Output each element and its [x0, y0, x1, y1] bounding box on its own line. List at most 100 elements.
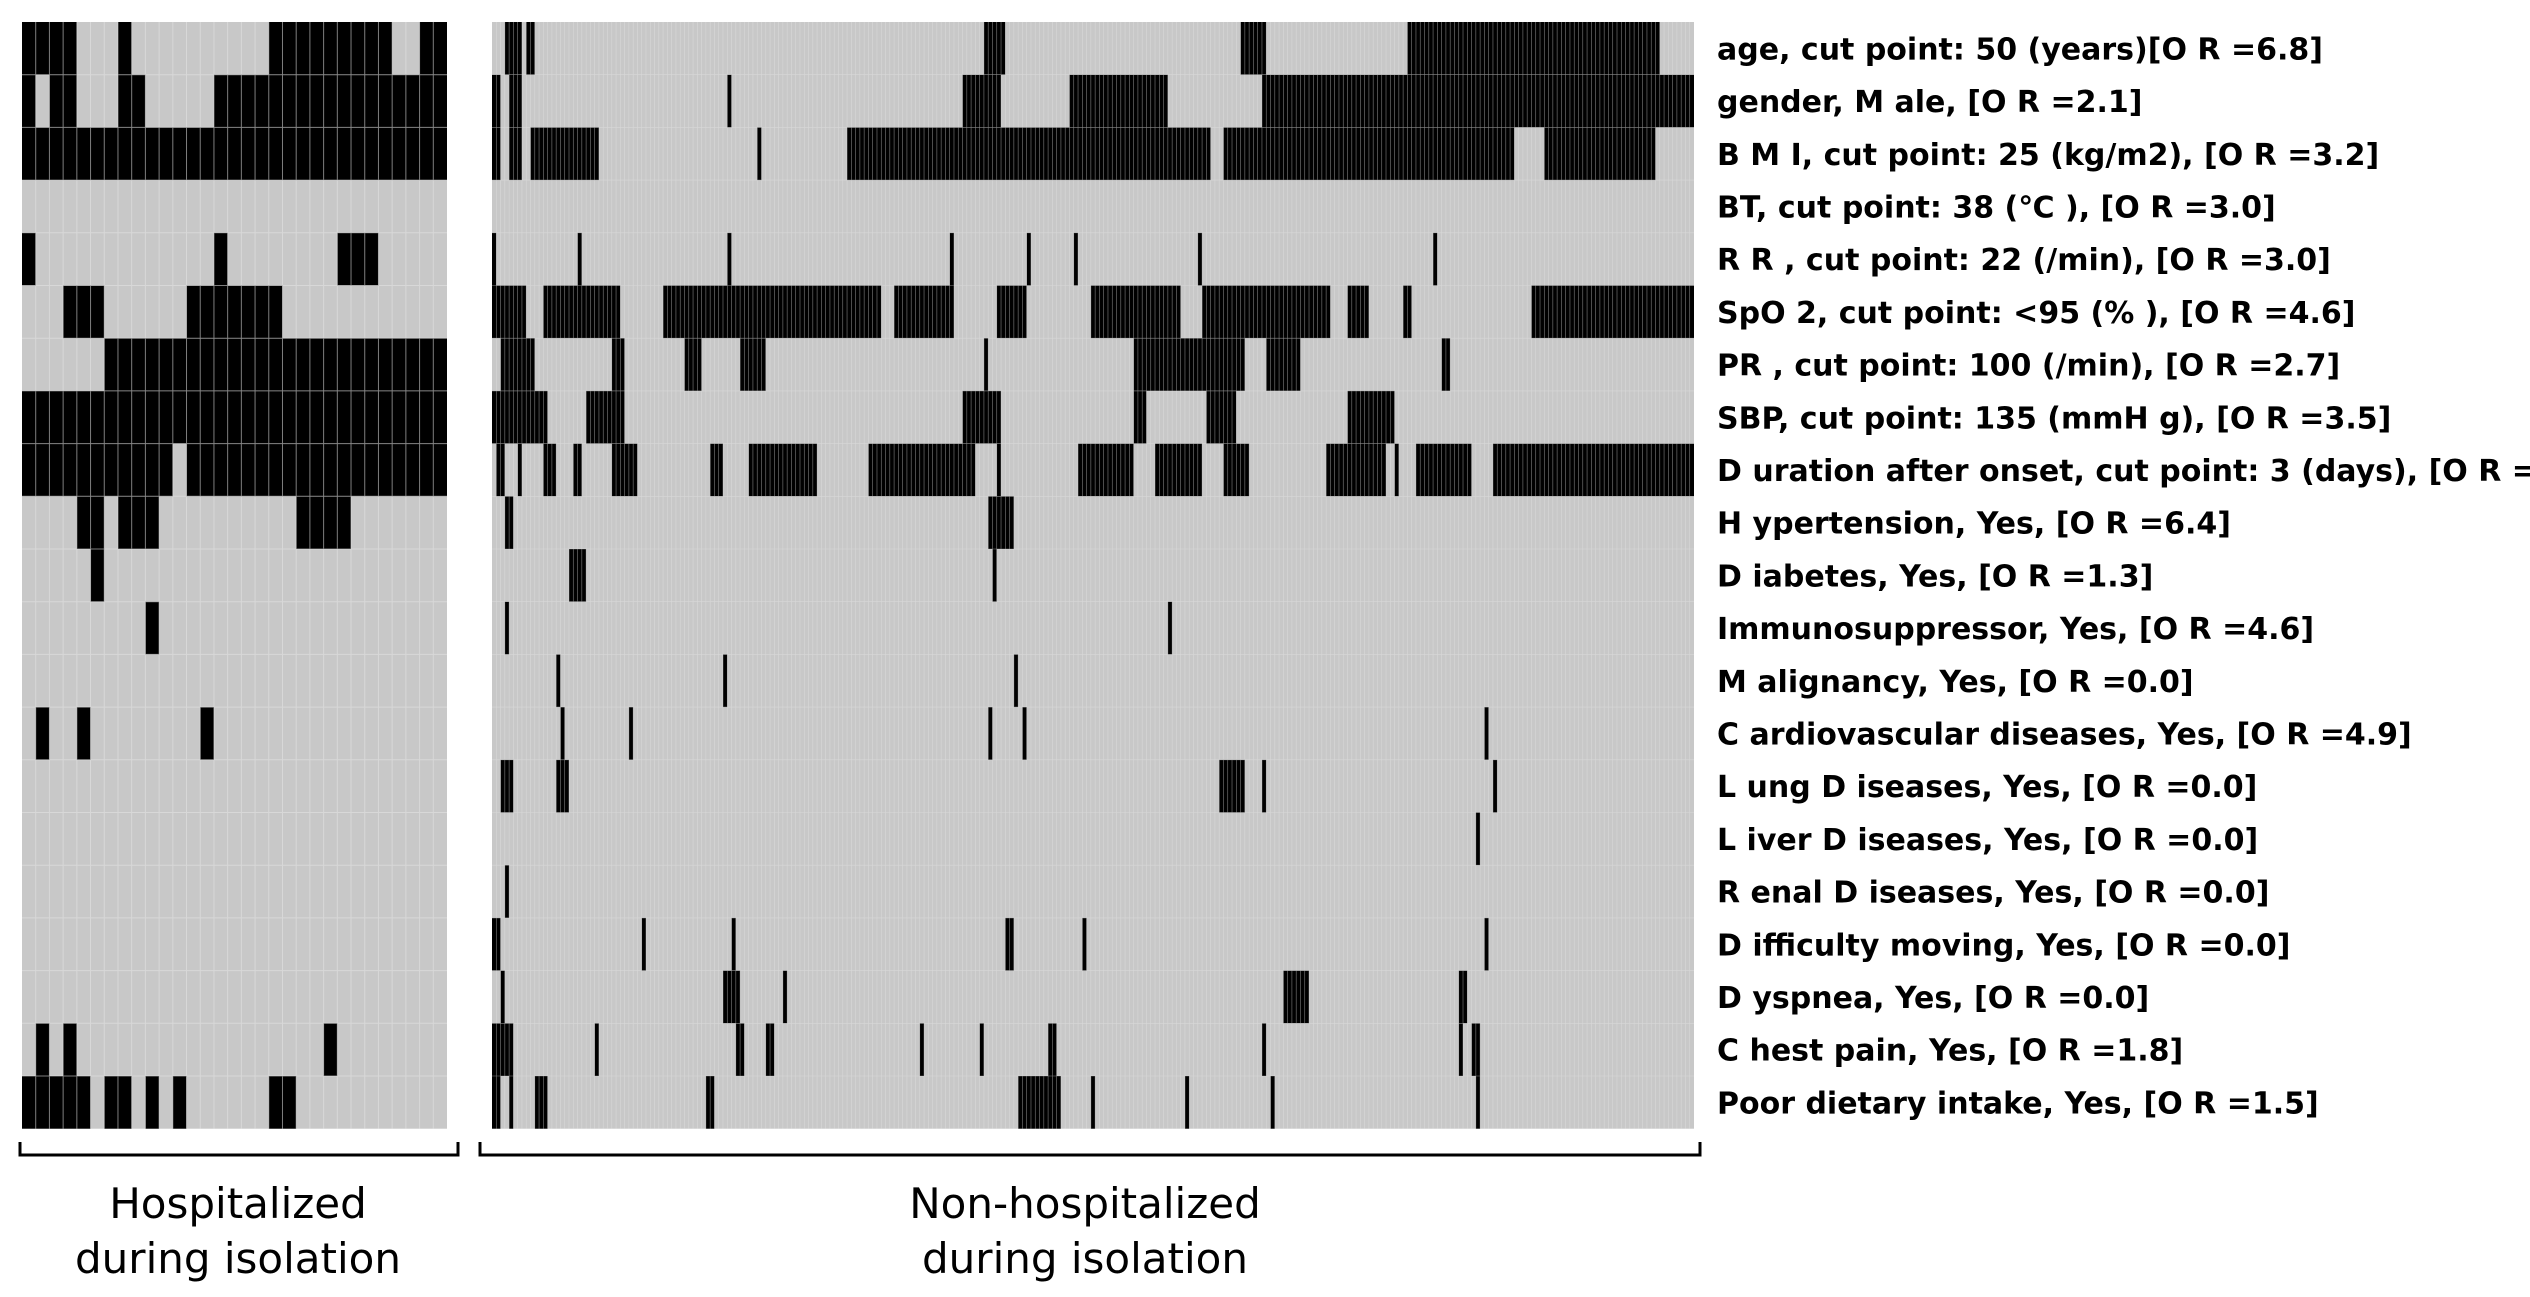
- hosp-cell-r8-0: [22, 443, 173, 497]
- non-hospitalized-label-line1: Non-hospitalized: [909, 1179, 1261, 1228]
- row-label-20: Poor dietary intake, Yes, [O R =1.5]: [1717, 1086, 2319, 1121]
- hosp-cell-r9-1: [117, 496, 160, 549]
- non-cell-r4-5: [1073, 232, 1079, 286]
- hosp-cell-r2-0: [22, 127, 447, 181]
- non-cell-grid: [492, 22, 1694, 1129]
- hosp-cell-r4-0: [22, 232, 36, 286]
- non-cell-r2-1: [509, 127, 522, 181]
- non-cell-r19-1: [594, 1023, 599, 1076]
- non-cell-r19-8: [1458, 1023, 1464, 1076]
- non-cell-r14-4: [1492, 759, 1498, 813]
- non-hospitalized-bracket: [478, 1142, 1702, 1157]
- non-cell-r1-3: [962, 74, 1002, 128]
- row-label-10: D iabetes, Yes, [O R =1.3]: [1717, 559, 2153, 594]
- non-cell-r14-1: [556, 759, 569, 813]
- non-cell-r0-4: [1407, 22, 1660, 75]
- non-cell-r17-4: [1082, 917, 1087, 971]
- non-cell-r10-1: [992, 549, 997, 602]
- non-cell-r8-14: [1415, 443, 1472, 497]
- row-label-0: age, cut point: 50 (years)[O R =6.8]: [1717, 32, 2323, 67]
- non-cell-r20-2: [534, 1076, 548, 1129]
- non-cell-r19-4: [919, 1023, 925, 1076]
- non-cell-r18-0: [500, 970, 505, 1024]
- non-cell-r5-2: [663, 285, 882, 339]
- hospitalized-panel: [22, 22, 447, 1129]
- hospitalized-label-line2: during isolation: [75, 1234, 401, 1283]
- hosp-cell-r19-1: [63, 1023, 77, 1076]
- row-label-6: PR , cut point: 100 (/min), [O R =2.7]: [1717, 349, 2340, 384]
- row-label-2: B M I, cut point: 25 (kg/m2), [O R =3.2]: [1717, 138, 2379, 173]
- hosp-cell-r4-1: [213, 232, 228, 286]
- non-cell-r11-0: [504, 601, 510, 655]
- row-label-5: SpO 2, cut point: <95 (% ), [O R =4.6]: [1717, 296, 2355, 331]
- non-cell-r6-4: [983, 338, 989, 391]
- non-cell-r1-5: [1261, 74, 1694, 128]
- non-cell-r20-5: [1090, 1076, 1096, 1129]
- non-cell-r4-7: [1433, 232, 1438, 286]
- hosp-panel-background: [22, 22, 447, 1129]
- row-label-11: Immunosuppressor, Yes, [O R =4.6]: [1717, 612, 2314, 647]
- non-cell-r12-2: [1013, 654, 1019, 708]
- non-cell-r7-3: [1133, 390, 1147, 444]
- non-cell-r4-0: [492, 232, 497, 286]
- hospitalized-label-line1: Hospitalized: [109, 1179, 367, 1228]
- hosp-cell-r19-0: [35, 1023, 50, 1076]
- hosp-cell-r8-1: [186, 443, 447, 497]
- non-cell-r7-5: [1347, 390, 1395, 444]
- non-cell-r2-4: [847, 127, 1211, 181]
- non-cell-r8-8: [996, 443, 1002, 497]
- row-label-13: C ardiovascular diseases, Yes, [O R =4.9…: [1717, 718, 2412, 753]
- hosp-cell-r0-2: [268, 22, 393, 75]
- non-cell-r19-5: [979, 1023, 984, 1076]
- row-label-9: H ypertension, Yes, [O R =6.4]: [1717, 507, 2231, 542]
- hosp-cell-r11-0: [145, 601, 160, 655]
- non-cell-r13-2: [988, 707, 993, 760]
- hosp-cell-grid: [22, 22, 447, 1129]
- non-hospitalized-panel: [492, 22, 1694, 1129]
- hosp-cell-r5-0: [63, 285, 105, 339]
- non-cell-r8-5: [710, 443, 723, 497]
- hosp-cell-r13-1: [76, 707, 91, 760]
- row-label-18: D yspnea, Yes, [O R =0.0]: [1717, 981, 2149, 1016]
- non-cell-r16-0: [504, 865, 510, 918]
- non-cell-r7-1: [586, 390, 625, 444]
- hosp-cell-r19-2: [323, 1023, 338, 1076]
- non-cell-r5-4: [996, 285, 1027, 339]
- hosp-cell-r13-0: [35, 707, 50, 760]
- row-label-12: M alignancy, Yes, [O R =0.0]: [1717, 665, 2194, 700]
- row-label-7: SBP, cut point: 135 (mmH g), [O R =3.5]: [1717, 401, 2391, 436]
- non-cell-r8-1: [517, 443, 522, 497]
- non-cell-r7-2: [962, 390, 1002, 444]
- non-cell-r13-4: [1484, 707, 1489, 760]
- row-label-8: D uration after onset, cut point: 3 (day…: [1717, 454, 2530, 489]
- non-cell-r20-8: [1475, 1076, 1481, 1129]
- non-cell-r8-2: [543, 443, 557, 497]
- non-cell-r6-1: [611, 338, 625, 391]
- hosp-cell-r1-0: [22, 74, 36, 128]
- non-cell-r1-4: [1069, 74, 1168, 128]
- row-label-16: R enal D iseases, Yes, [O R =0.0]: [1717, 876, 2269, 911]
- hosp-cell-r1-3: [213, 74, 447, 128]
- non-cell-r12-1: [722, 654, 728, 708]
- non-cell-r19-0: [492, 1023, 514, 1076]
- hospitalized-bracket: [18, 1142, 460, 1157]
- non-cell-r0-2: [983, 22, 1006, 75]
- non-cell-r4-6: [1197, 232, 1203, 286]
- hosp-cell-r6-0: [104, 338, 447, 391]
- hosp-cell-r20-0: [22, 1076, 91, 1129]
- non-panel-background: [492, 22, 1694, 1129]
- non-cell-r4-3: [949, 232, 954, 286]
- non-cell-r12-0: [556, 654, 561, 708]
- non-cell-r5-5: [1090, 285, 1181, 339]
- non-cell-r15-0: [1475, 812, 1481, 866]
- non-cell-r19-7: [1261, 1023, 1267, 1076]
- non-cell-r17-2: [731, 917, 736, 971]
- row-label-3: BT, cut point: 38 (℃ ), [O R =3.0]: [1717, 191, 2276, 226]
- non-hospitalized-label-line2: during isolation: [922, 1234, 1248, 1283]
- row-label-19: C hest pain, Yes, [O R =1.8]: [1717, 1034, 2183, 1069]
- row-label-4: R R , cut point: 22 (/min), [O R =3.0]: [1717, 243, 2331, 278]
- hosp-cell-r4-2: [337, 232, 379, 286]
- non-cell-r17-5: [1484, 917, 1489, 971]
- non-cell-r20-6: [1184, 1076, 1190, 1129]
